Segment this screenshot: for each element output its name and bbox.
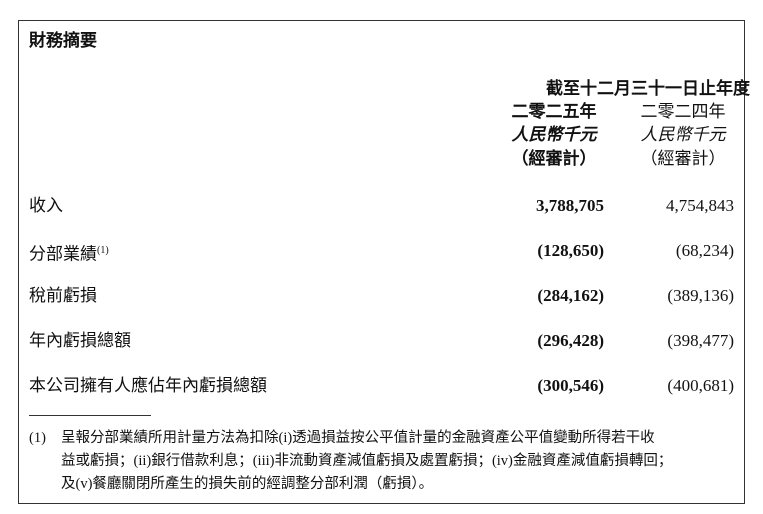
row-value: (284,162) — [537, 286, 604, 305]
row-label-wrap: 分部業績(1) — [29, 241, 109, 265]
row-value: (400,681) — [667, 376, 734, 395]
row-value: (296,428) — [537, 331, 604, 350]
row-value: (300,546) — [537, 376, 604, 395]
row-value: (68,234) — [675, 241, 734, 260]
footnote-line: 呈報分部業績所用計量方法為扣除(i)透過損益按公平值計量的金融資產公平值變動所得… — [61, 430, 655, 446]
column-audit: （經審計） — [640, 149, 726, 168]
column-currency: 人民幣千元 — [640, 125, 726, 144]
row-value: (398,477) — [667, 331, 734, 350]
footnote-marker: (1) — [29, 430, 46, 446]
row-label: 分部業績 — [29, 244, 97, 264]
column-year: 二零二四年 — [640, 102, 726, 121]
row-label: 收入 — [29, 196, 63, 215]
period-heading: 截至十二月三十一日止年度 — [546, 79, 750, 98]
row-label: 稅前虧損 — [29, 286, 97, 305]
footnote-line: 及(v)餐廳關閉所產生的損失前的經調整分部利潤（虧損）。 — [61, 476, 434, 492]
note-marker: (1) — [97, 245, 109, 256]
row-value: 4,754,843 — [666, 196, 734, 215]
row-value: (389,136) — [667, 286, 734, 305]
row-label: 本公司擁有人應佔年內虧損總額 — [29, 376, 267, 395]
footnote-line: 益或虧損；(ii)銀行借款利息；(iii)非流動資產減值虧損及處置虧損；(iv)… — [61, 453, 673, 469]
column-audit: （經審計） — [511, 149, 597, 168]
column-currency: 人民幣千元 — [511, 125, 597, 144]
row-value: (128,650) — [537, 241, 604, 260]
row-label: 年內虧損總額 — [29, 331, 131, 350]
summary-box: 財務摘要 截至十二月三十一日止年度 二零二五年 人民幣千元 （經審計） 二零二四… — [18, 20, 750, 504]
footnote-rule — [29, 415, 151, 416]
column-year: 二零二五年 — [511, 102, 597, 121]
title: 財務摘要 — [29, 31, 97, 50]
row-value: 3,788,705 — [536, 196, 604, 215]
